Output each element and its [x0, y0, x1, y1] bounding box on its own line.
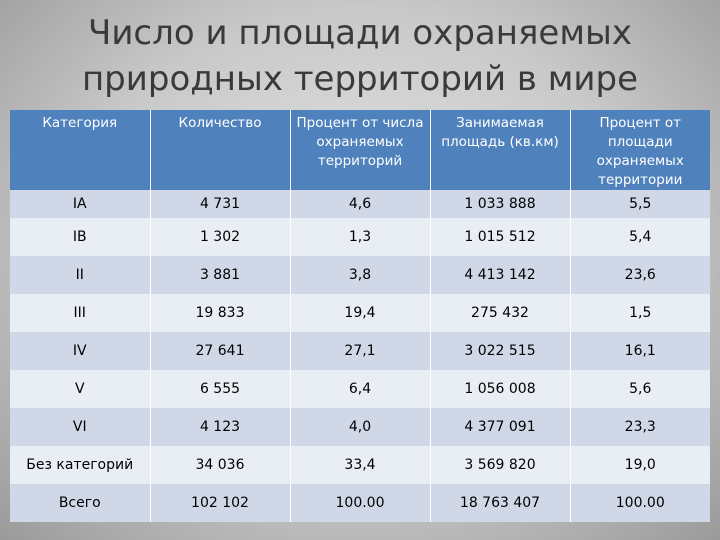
cell-category: IV: [10, 332, 151, 370]
slide-title-line-2: природных территорий в мире: [81, 59, 639, 99]
cell-percent-count: 3,8: [290, 256, 431, 294]
header-category: Категория: [10, 110, 151, 190]
table-row: VI 4 123 4,0 4 377 091 23,3: [10, 408, 710, 446]
slide-title-line-1: Число и площади охраняемых: [88, 13, 632, 53]
cell-percent-count: 4,6: [290, 190, 431, 218]
cell-percent-area: 5,6: [570, 370, 710, 408]
header-percent-area: Процент от площади охраняемых территории: [570, 110, 710, 190]
cell-percent-area: 23,6: [570, 256, 710, 294]
cell-count: 4 123: [150, 408, 291, 446]
cell-count: 19 833: [150, 294, 291, 332]
cell-category: IA: [10, 190, 151, 218]
cell-percent-area: 100.00: [570, 484, 710, 522]
cell-area: 18 763 407: [430, 484, 571, 522]
cell-category: Без категорий: [10, 446, 151, 484]
cell-percent-count: 33,4: [290, 446, 431, 484]
cell-percent-area: 19,0: [570, 446, 710, 484]
table-row: Без категорий 34 036 33,4 3 569 820 19,0: [10, 446, 710, 484]
cell-percent-area: 5,4: [570, 218, 710, 256]
cell-category: IB: [10, 218, 151, 256]
cell-area: 1 056 008: [430, 370, 571, 408]
cell-category: V: [10, 370, 151, 408]
cell-area: 4 413 142: [430, 256, 571, 294]
cell-count: 34 036: [150, 446, 291, 484]
cell-count: 27 641: [150, 332, 291, 370]
protected-areas-table: Категория Количество Процент от числа ох…: [10, 110, 710, 522]
table-row: IB 1 302 1,3 1 015 512 5,4: [10, 218, 710, 256]
table-row: IV 27 641 27,1 3 022 515 16,1: [10, 332, 710, 370]
cell-area: 1 033 888: [430, 190, 571, 218]
table-row: III 19 833 19,4 275 432 1,5: [10, 294, 710, 332]
table-row: V 6 555 6,4 1 056 008 5,6: [10, 370, 710, 408]
cell-category: VI: [10, 408, 151, 446]
cell-percent-area: 5,5: [570, 190, 710, 218]
table-row: II 3 881 3,8 4 413 142 23,6: [10, 256, 710, 294]
cell-area: 3 569 820: [430, 446, 571, 484]
cell-area: 1 015 512: [430, 218, 571, 256]
cell-percent-count: 6,4: [290, 370, 431, 408]
cell-percent-area: 1,5: [570, 294, 710, 332]
cell-count: 3 881: [150, 256, 291, 294]
cell-category: III: [10, 294, 151, 332]
cell-category: II: [10, 256, 151, 294]
slide-title: Число и площади охраняемых природных тер…: [0, 10, 720, 102]
table-header-row: Категория Количество Процент от числа ох…: [10, 110, 710, 190]
header-count: Количество: [150, 110, 291, 190]
cell-percent-area: 23,3: [570, 408, 710, 446]
cell-count: 1 302: [150, 218, 291, 256]
cell-percent-count: 27,1: [290, 332, 431, 370]
table-row: Всего 102 102 100.00 18 763 407 100.00: [10, 484, 710, 522]
header-percent-count: Процент от числа охраняемых территорий: [290, 110, 431, 190]
table-row: IA 4 731 4,6 1 033 888 5,5: [10, 190, 710, 218]
cell-category: Всего: [10, 484, 151, 522]
cell-percent-count: 100.00: [290, 484, 431, 522]
header-area: Занимаемая площадь (кв.км): [430, 110, 571, 190]
cell-area: 3 022 515: [430, 332, 571, 370]
cell-count: 6 555: [150, 370, 291, 408]
cell-percent-count: 1,3: [290, 218, 431, 256]
cell-area: 4 377 091: [430, 408, 571, 446]
cell-percent-count: 4,0: [290, 408, 431, 446]
cell-area: 275 432: [430, 294, 571, 332]
cell-percent-count: 19,4: [290, 294, 431, 332]
cell-count: 4 731: [150, 190, 291, 218]
cell-count: 102 102: [150, 484, 291, 522]
cell-percent-area: 16,1: [570, 332, 710, 370]
